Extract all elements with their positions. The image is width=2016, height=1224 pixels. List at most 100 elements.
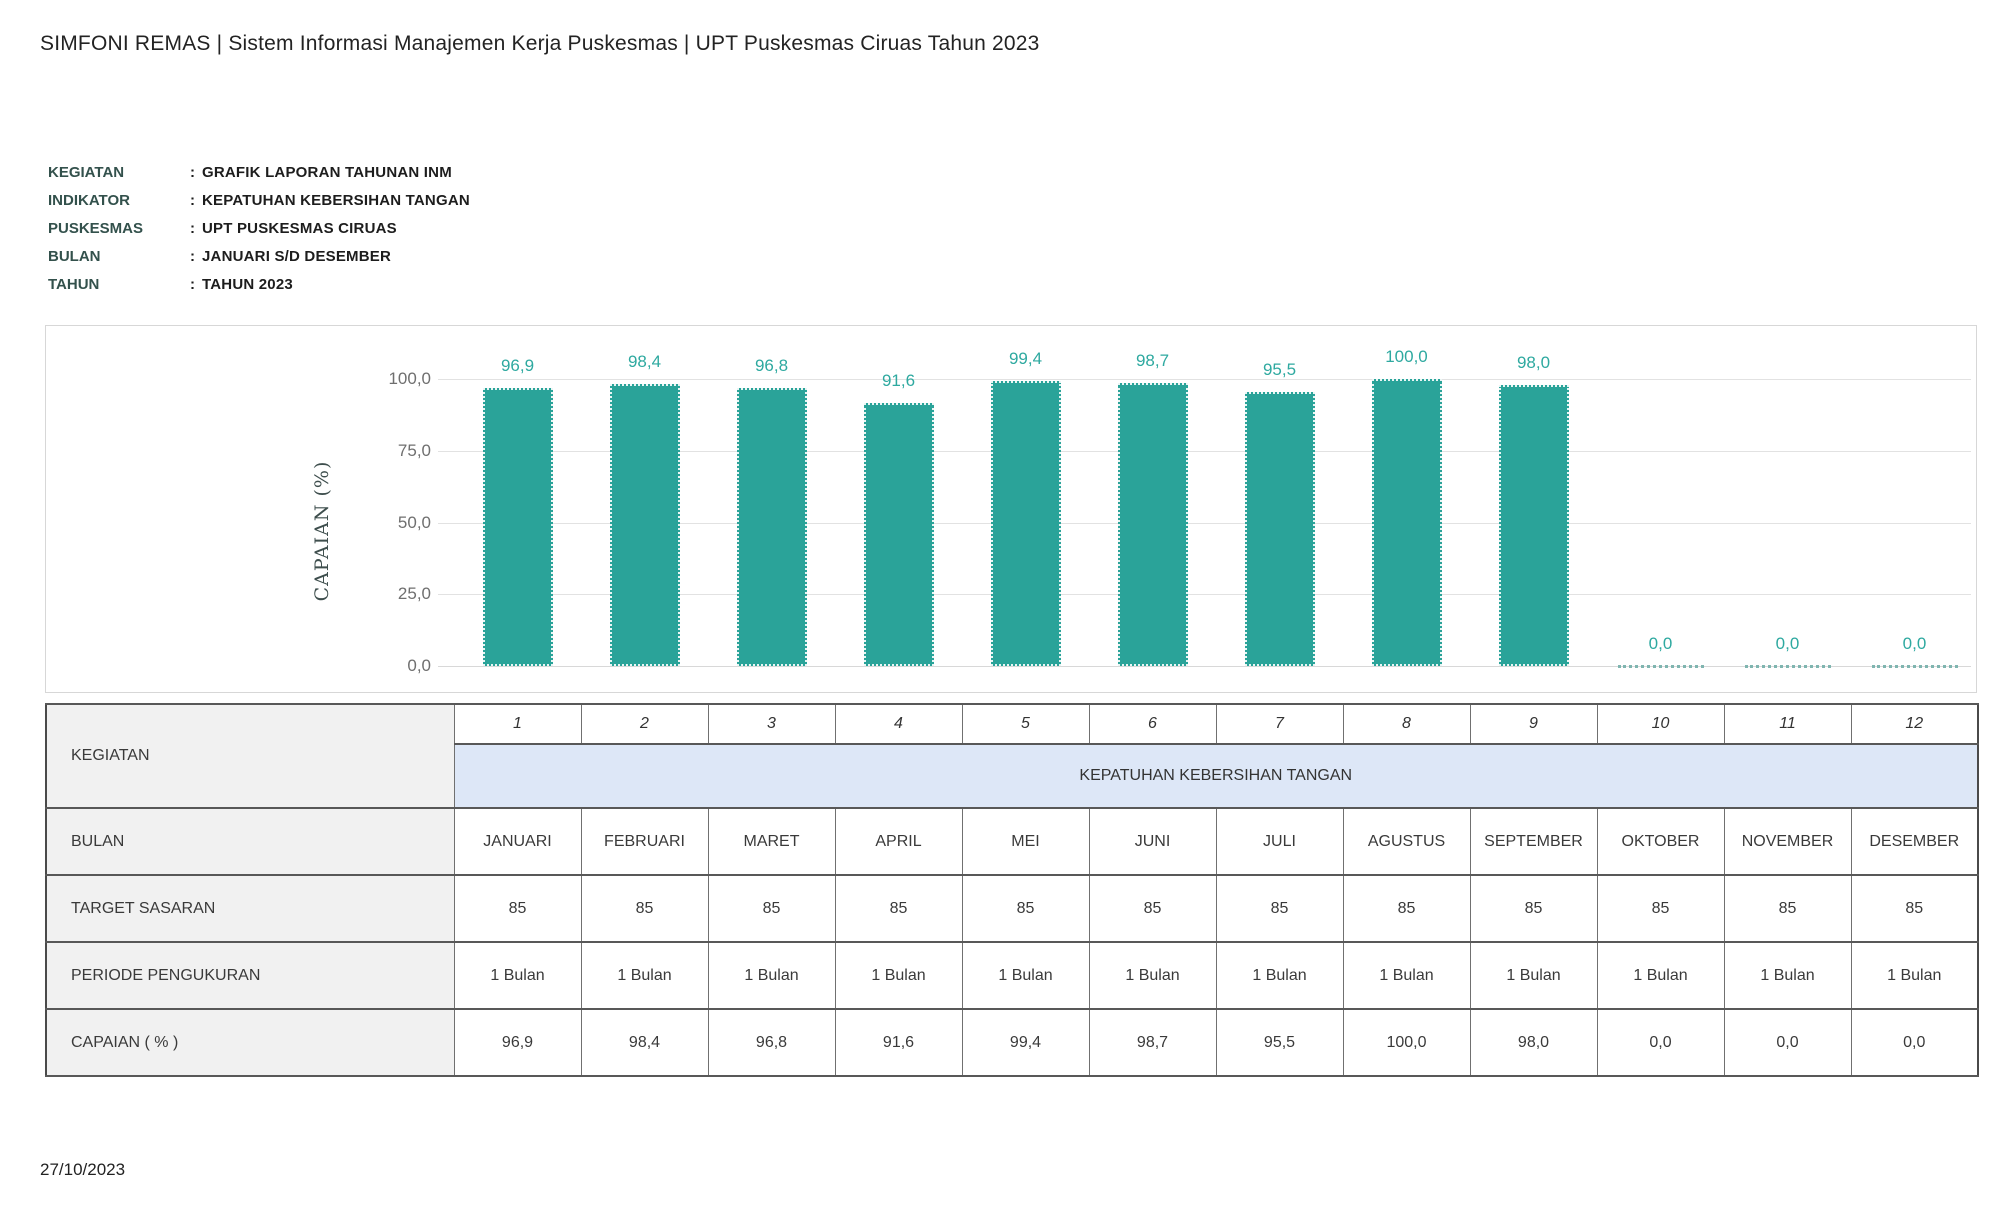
capaian-cell: 99,4 <box>961 1008 1090 1077</box>
capaian-cell: 98,0 <box>1469 1008 1598 1077</box>
meta-label: KEGIATAN <box>48 163 125 181</box>
week-number-cell: 3 <box>707 703 836 745</box>
bar-slot-maret: 96,8 <box>708 326 835 666</box>
target-cell: 85 <box>1342 874 1471 943</box>
capaian-cell: 0,0 <box>1723 1008 1852 1077</box>
bar-september[interactable] <box>1498 385 1569 666</box>
bar-value-label: 95,5 <box>1262 360 1297 379</box>
bar-juli[interactable] <box>1244 392 1315 666</box>
bar-slot-juli: 95,5 <box>1216 326 1343 666</box>
monthly-report-table: KEGIATAN 1 2 3 4 5 6 7 8 9 10 11 12 KEPATUHAN KEBERSI… <box>45 703 1979 1077</box>
week-number-cell: 7 <box>1215 703 1344 745</box>
bar-februari[interactable] <box>609 384 680 666</box>
meta-row-bulan: BULAN : JANUARI S/D DESEMBER <box>48 242 470 270</box>
week-number-cell: 8 <box>1342 703 1471 745</box>
week-number-cell: 2 <box>580 703 709 745</box>
bar-maret[interactable] <box>736 388 807 666</box>
report-meta-block: KEGIATAN : GRAFIK LAPORAN TAHUNAN INM IN… <box>48 158 470 298</box>
bar-slot-oktober: 0,0 <box>1597 326 1724 668</box>
row-label-kegiatan: KEGIATAN <box>45 703 455 809</box>
period-cell: 1 Bulan <box>580 941 709 1010</box>
week-number-cell: 9 <box>1469 703 1598 745</box>
period-cell: 1 Bulan <box>1850 941 1979 1010</box>
meta-value: TAHUN 2023 <box>202 275 293 293</box>
capaian-cell: 96,8 <box>707 1008 836 1077</box>
meta-colon: : <box>190 219 195 237</box>
footer-date: 27/10/2023 <box>40 1160 126 1179</box>
target-cell: 85 <box>961 874 1090 943</box>
target-cell: 85 <box>580 874 709 943</box>
table-row-kegiatan-value: KEPATUHAN KEBERSIHAN TANGAN <box>46 743 1979 809</box>
month-cell: AGUSTUS <box>1342 807 1471 876</box>
month-cell: MARET <box>707 807 836 876</box>
meta-label: BULAN <box>48 247 101 265</box>
meta-value: JANUARI S/D DESEMBER <box>202 247 392 265</box>
month-cell: JANUARI <box>453 807 582 876</box>
period-cell: 1 Bulan <box>1596 941 1725 1010</box>
target-cell: 85 <box>1596 874 1725 943</box>
capaian-cell: 95,5 <box>1215 1008 1344 1077</box>
bar-slot-desember: 0,0 <box>1851 326 1978 668</box>
gridline <box>438 379 1971 380</box>
row-label-capaian: CAPAIAN ( % ) <box>45 1008 455 1077</box>
capaian-cell: 0,0 <box>1850 1008 1979 1077</box>
week-number-cell: 10 <box>1596 703 1725 745</box>
gridline <box>438 523 1971 524</box>
target-cell: 85 <box>453 874 582 943</box>
target-cell: 85 <box>1215 874 1344 943</box>
bar-value-label: 0,0 <box>1648 634 1673 653</box>
bar-april[interactable] <box>863 403 934 666</box>
gridline <box>438 594 1971 595</box>
bar-slot-april: 91,6 <box>835 326 962 666</box>
week-number-cell: 1 <box>453 703 582 745</box>
meta-row-puskesmas: PUSKESMAS : UPT PUSKESMAS CIRUAS <box>48 214 470 242</box>
bar-mei[interactable] <box>990 381 1061 666</box>
zero-bar-oktober[interactable] <box>1617 665 1704 668</box>
week-number-cell: 11 <box>1723 703 1852 745</box>
period-cell: 1 Bulan <box>1342 941 1471 1010</box>
gridline <box>438 666 1971 667</box>
week-number-cell: 6 <box>1088 703 1217 745</box>
meta-value: KEPATUHAN KEBERSIHAN TANGAN <box>202 191 470 209</box>
month-cell: SEPTEMBER <box>1469 807 1598 876</box>
week-number-cell: 5 <box>961 703 1090 745</box>
capaian-cell: 96,9 <box>453 1008 582 1077</box>
y-axis-tick-label: 100,0 <box>388 369 431 388</box>
meta-row-kegiatan: KEGIATAN : GRAFIK LAPORAN TAHUNAN INM <box>48 158 470 186</box>
table-row-periode-pengukuran: PERIODE PENGUKURAN 1 Bulan 1 Bulan 1 Bulan 1… <box>45 941 1979 1010</box>
table-row-capaian: CAPAIAN ( % ) 96,9 98,4 96,8 91,6 99,4 98,7 95,… <box>45 1008 1979 1077</box>
bar-slot-februari: 98,4 <box>581 326 708 666</box>
bar-value-label: 98,7 <box>1135 351 1170 370</box>
meta-label: PUSKESMAS <box>48 219 144 237</box>
meta-colon: : <box>190 247 195 265</box>
month-cell: APRIL <box>834 807 963 876</box>
bar-slot-mei: 99,4 <box>962 326 1089 666</box>
y-axis-tick-label: 50,0 <box>397 513 431 532</box>
capaian-cell: 91,6 <box>834 1008 963 1077</box>
target-cell: 85 <box>834 874 963 943</box>
bar-value-label: 0,0 <box>1902 634 1927 653</box>
bar-value-label: 99,4 <box>1008 349 1043 368</box>
zero-bar-november[interactable] <box>1744 665 1831 668</box>
row-label-target: TARGET SASARAN <box>45 874 455 943</box>
y-axis-tick-label: 25,0 <box>397 584 431 603</box>
meta-row-indikator: INDIKATOR : KEPATUHAN KEBERSIHAN TANGAN <box>48 186 470 214</box>
row-label-bulan: BULAN <box>45 807 455 876</box>
zero-bar-desember[interactable] <box>1871 665 1958 668</box>
bar-value-label: 96,9 <box>500 356 535 375</box>
period-cell: 1 Bulan <box>1215 941 1344 1010</box>
gridline <box>438 451 1971 452</box>
bar-slot-januari: 96,9 <box>454 326 581 666</box>
bar-slot-september: 98,0 <box>1470 326 1597 666</box>
meta-colon: : <box>190 275 195 293</box>
bar-agustus[interactable] <box>1371 379 1442 666</box>
week-number-cell: 12 <box>1850 703 1979 745</box>
bar-januari[interactable] <box>482 388 553 666</box>
target-cell: 85 <box>1723 874 1852 943</box>
bar-juni[interactable] <box>1117 383 1188 666</box>
period-cell: 1 Bulan <box>1723 941 1852 1010</box>
row-label-periode: PERIODE PENGUKURAN <box>45 941 455 1010</box>
bar-value-label: 100,0 <box>1385 347 1428 366</box>
chart-plot-area: 0,0 25,0 50,0 75,0 100,0 96,9 98,4 96,8 91,6 99,4… <box>46 326 1976 692</box>
